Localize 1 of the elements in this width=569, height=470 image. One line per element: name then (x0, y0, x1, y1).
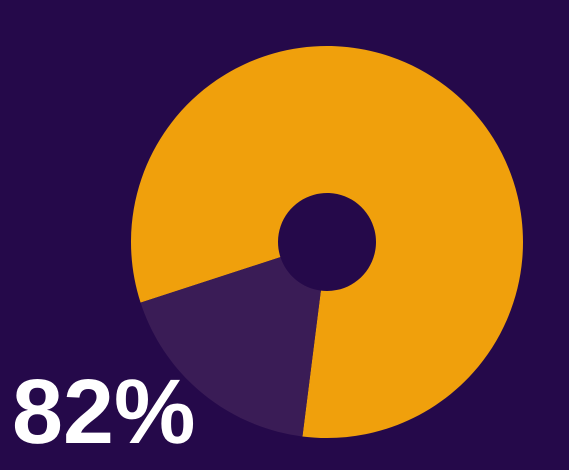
text: 82% (14, 378, 194, 444)
